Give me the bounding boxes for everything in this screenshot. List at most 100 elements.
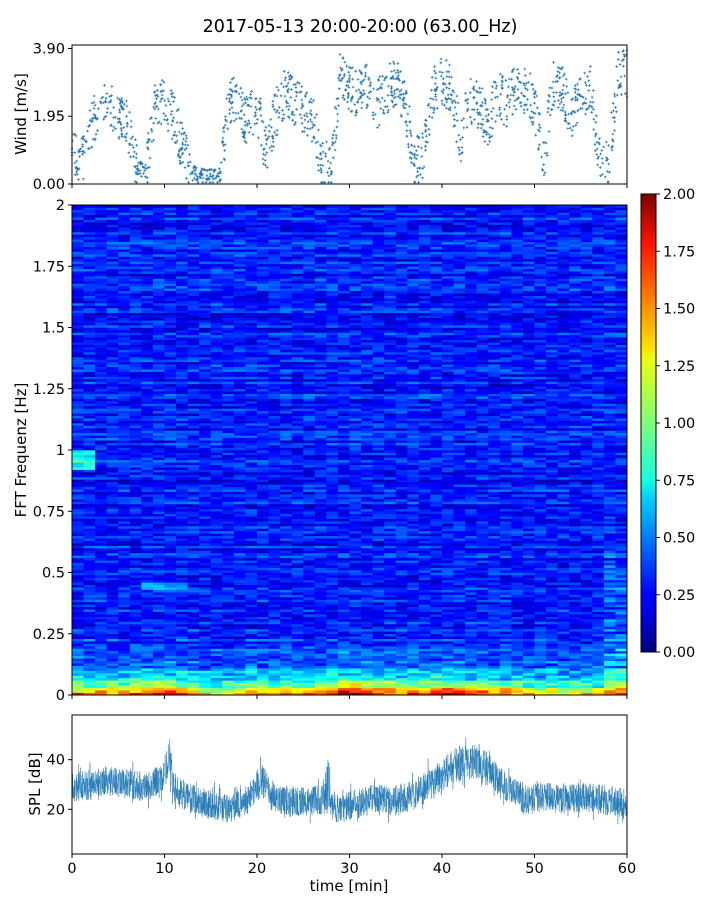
spectrogram-cell bbox=[314, 579, 327, 583]
spectrogram-cell bbox=[488, 658, 501, 661]
spectrogram-cell bbox=[268, 494, 281, 497]
spectrogram-cell bbox=[430, 464, 443, 468]
spectrogram-cell bbox=[384, 643, 397, 647]
spectrogram-cell bbox=[245, 682, 258, 686]
spectrogram-cell bbox=[465, 668, 478, 671]
spectrogram-cell bbox=[615, 587, 628, 590]
spectrogram-cell bbox=[395, 452, 408, 456]
spectrogram-cell bbox=[453, 567, 466, 571]
spectrogram-cell bbox=[314, 611, 327, 615]
spectrogram-cell bbox=[453, 454, 466, 458]
spectrogram-cell bbox=[522, 597, 535, 600]
spectrogram-cell bbox=[476, 626, 489, 630]
spectrogram-cell bbox=[141, 685, 154, 688]
spectrogram-cell bbox=[187, 459, 200, 463]
spectrogram-cell bbox=[314, 682, 327, 686]
spectrogram-cell bbox=[176, 464, 189, 468]
spectrogram-cell bbox=[453, 555, 466, 559]
spectrogram-cell bbox=[337, 499, 350, 502]
spectrogram-cell bbox=[106, 623, 119, 627]
spectrogram-cell bbox=[580, 560, 593, 563]
spectrogram-cell bbox=[615, 646, 628, 649]
spectrogram-cell bbox=[592, 609, 605, 612]
spectrogram-cell bbox=[372, 550, 385, 554]
spectrogram-cell bbox=[176, 594, 189, 598]
spectrogram-cell bbox=[361, 511, 374, 514]
spectrogram-cell bbox=[361, 685, 374, 688]
spectrogram-cell bbox=[476, 677, 489, 681]
spectrogram-cell bbox=[314, 606, 327, 610]
spectrogram-cell bbox=[453, 606, 466, 610]
spectrogram-cell bbox=[152, 474, 165, 478]
spectrogram-cell bbox=[187, 680, 200, 684]
spectrogram-cell bbox=[522, 626, 535, 630]
spectrogram-cell bbox=[222, 516, 235, 519]
spectrogram-cell bbox=[152, 626, 165, 630]
spectrogram-cell bbox=[164, 609, 177, 612]
spectrogram-cell bbox=[326, 682, 339, 686]
spectrogram-cell bbox=[546, 677, 559, 681]
spectrogram-cell bbox=[349, 604, 362, 608]
spectrogram-cell bbox=[546, 567, 559, 571]
spectrogram-cell bbox=[95, 592, 108, 595]
spectrogram-cell bbox=[453, 601, 466, 605]
spectrogram-cell bbox=[141, 653, 154, 657]
spectrogram-cell bbox=[361, 523, 374, 527]
spectrogram-cell bbox=[557, 567, 570, 571]
spectrogram-cell bbox=[603, 454, 616, 458]
spectrogram-cell bbox=[557, 454, 570, 458]
spectrogram-cell bbox=[476, 658, 489, 661]
spectrogram-cell bbox=[95, 467, 108, 470]
spectrogram-cell bbox=[291, 594, 304, 598]
spectrogram-cell bbox=[580, 528, 593, 532]
spectrogram-cell bbox=[337, 597, 350, 600]
spectrogram-cell bbox=[129, 597, 142, 600]
spectrogram-cell bbox=[245, 550, 258, 554]
spectrogram-cell bbox=[418, 518, 431, 522]
spectrogram-cell bbox=[222, 543, 235, 546]
spectrogram-cell bbox=[580, 467, 593, 470]
spectrogram-cell bbox=[141, 577, 154, 581]
spectrogram-cell bbox=[337, 516, 350, 519]
spectrogram-cell bbox=[245, 677, 258, 681]
spectrogram-cell bbox=[580, 611, 593, 615]
spectrogram-cell bbox=[453, 467, 466, 470]
spectrogram-cell bbox=[129, 508, 142, 512]
spectrogram-cell bbox=[453, 690, 466, 693]
spectrogram-cell bbox=[395, 447, 408, 451]
spectrogram-cell bbox=[418, 611, 431, 615]
spectrogram-cell bbox=[488, 513, 501, 517]
spectrogram-cell bbox=[592, 555, 605, 559]
spectrogram-cell bbox=[164, 499, 177, 502]
spectrogram-cell bbox=[546, 584, 559, 588]
spectrogram-cell bbox=[453, 528, 466, 532]
spectrogram-cell bbox=[534, 631, 547, 635]
spectrogram-cell bbox=[337, 540, 350, 544]
spectrogram-cell bbox=[361, 481, 374, 485]
spectrogram-cell bbox=[245, 658, 258, 661]
spectrogram-cell bbox=[557, 572, 570, 576]
spectrogram-cell bbox=[280, 609, 293, 612]
spectrogram-cell bbox=[557, 623, 570, 627]
spectrogram-cell bbox=[349, 528, 362, 532]
spectrogram-cell bbox=[141, 450, 154, 453]
spectrogram-cell bbox=[280, 523, 293, 527]
spectrogram-cell bbox=[337, 660, 350, 664]
spectrogram-cell bbox=[534, 572, 547, 576]
spectrogram-cell bbox=[72, 481, 84, 485]
spectrogram-cell bbox=[95, 619, 108, 622]
spectrogram-cell bbox=[187, 528, 200, 532]
spectrogram-cell bbox=[349, 525, 362, 529]
spectrogram-cell bbox=[349, 690, 362, 693]
spectrogram-cell bbox=[580, 643, 593, 647]
spectrogram-cell bbox=[546, 579, 559, 583]
spectrogram-cell bbox=[465, 594, 478, 598]
spectrogram-cell bbox=[522, 623, 535, 627]
spectrogram-cell bbox=[199, 511, 212, 514]
spectrogram-cell bbox=[187, 628, 200, 632]
spectrogram-cell bbox=[511, 484, 524, 488]
spectrogram-cell bbox=[453, 489, 466, 492]
spectrogram-cell bbox=[106, 535, 119, 539]
spectrogram-cell bbox=[199, 614, 212, 617]
spectrogram-cell bbox=[384, 528, 397, 532]
